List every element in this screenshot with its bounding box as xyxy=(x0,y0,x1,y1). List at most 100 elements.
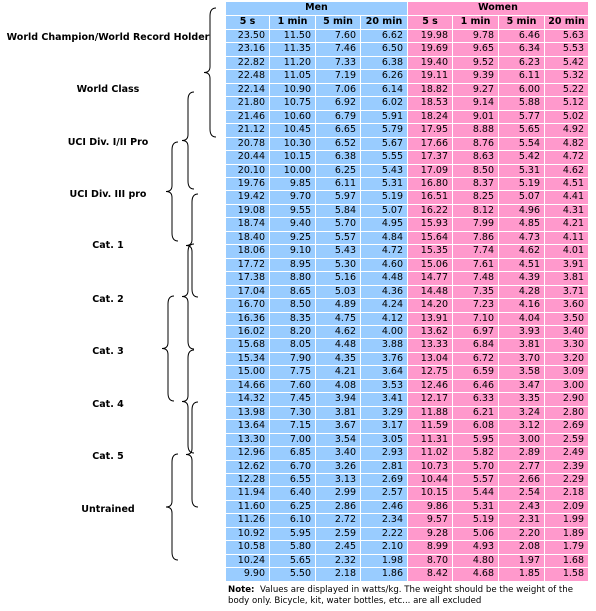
table-cell: 5.02 xyxy=(544,109,589,125)
table-row: 10.58 5.80 2.45 2.10 8.99 4.93 2.08 1.79 xyxy=(225,540,589,555)
table-cell: 5.77 xyxy=(498,109,545,125)
table-cell: 7.74 xyxy=(452,244,499,259)
table-cell: 3.88 xyxy=(360,338,408,353)
table-cell: 20.78 xyxy=(225,136,270,152)
table-cell: 3.05 xyxy=(360,432,408,448)
table-cell: 2.46 xyxy=(360,499,408,515)
table-cell: 4.16 xyxy=(498,298,545,313)
table-row: 21.80 10.75 6.92 6.02 18.53 9.14 5.88 5.12 xyxy=(225,96,589,111)
table-cell: 7.46 xyxy=(315,42,361,57)
table-body: 23.50 11.50 7.60 6.62 19.98 9.78 6.46 5.63 23.16… xyxy=(225,28,589,582)
table-cell: 2.31 xyxy=(498,513,545,528)
table-cell: 4.62 xyxy=(498,244,545,259)
table-cell: 10.58 xyxy=(225,540,270,555)
table-cell: 23.16 xyxy=(225,42,270,57)
table-cell: 5.95 xyxy=(269,526,316,542)
table-cell: 6.08 xyxy=(452,419,499,434)
column-header: 20 min xyxy=(360,15,408,30)
table-row: 21.46 10.60 6.79 5.91 18.24 9.01 5.77 5.02 xyxy=(225,109,589,125)
table-cell: 2.99 xyxy=(315,486,361,501)
table-cell: 9.28 xyxy=(407,526,453,542)
table-row: 13.98 7.30 3.81 3.29 11.88 6.21 3.24 2.80 xyxy=(225,405,589,421)
table-cell: 1.89 xyxy=(544,526,589,542)
table-cell: 5.70 xyxy=(452,459,499,474)
table-cell: 3.13 xyxy=(315,472,361,488)
table-cell: 4.89 xyxy=(315,298,361,313)
table-cell: 10.90 xyxy=(269,82,316,98)
table-cell: 5.80 xyxy=(269,540,316,555)
table-cell: 3.40 xyxy=(544,324,589,340)
table-row: 14.32 7.45 3.94 3.41 12.17 6.33 3.35 2.90 xyxy=(225,392,589,407)
group-header-row: Men Women xyxy=(225,1,589,16)
table-cell: 5.43 xyxy=(360,163,408,179)
table-row: 22.82 11.20 7.33 6.38 19.40 9.52 6.23 5.42 xyxy=(225,55,589,71)
table-cell: 8.63 xyxy=(452,150,499,165)
table-cell: 20.44 xyxy=(225,150,270,165)
table-cell: 2.45 xyxy=(315,540,361,555)
table-cell: 4.24 xyxy=(360,298,408,313)
table-row: 9.90 5.50 2.18 1.86 8.42 4.68 1.85 1.58 xyxy=(225,567,589,582)
table-row: 18.40 9.25 5.57 4.84 15.64 7.86 4.73 4.11 xyxy=(225,230,589,246)
table-cell: 3.60 xyxy=(544,298,589,313)
table-row: 16.02 8.20 4.62 4.00 13.62 6.97 3.93 3.40 xyxy=(225,324,589,340)
table-cell: 7.99 xyxy=(452,217,499,232)
table-cell: 2.08 xyxy=(498,540,545,555)
table-cell: 7.86 xyxy=(452,230,499,246)
table-row: 22.48 11.05 7.19 6.26 19.11 9.39 6.11 5.32 xyxy=(225,69,589,84)
category-label: Cat. 2 xyxy=(92,294,124,305)
table-cell: 17.72 xyxy=(225,257,270,273)
category-brace xyxy=(203,7,217,138)
table-cell: 5.57 xyxy=(315,230,361,246)
table-cell: 5.50 xyxy=(269,567,316,582)
table-row: 20.78 10.30 6.52 5.67 17.66 8.76 5.54 4.82 xyxy=(225,136,589,152)
table-cell: 18.82 xyxy=(407,82,453,98)
table-cell: 5.43 xyxy=(315,244,361,259)
table-cell: 4.60 xyxy=(360,257,408,273)
table-cell: 5.63 xyxy=(544,28,589,44)
table-cell: 4.35 xyxy=(315,351,361,367)
table-cell: 4.04 xyxy=(498,311,545,326)
table-cell: 5.97 xyxy=(315,190,361,205)
table-cell: 1.97 xyxy=(498,553,545,569)
table-cell: 2.18 xyxy=(315,567,361,582)
category-label: Cat. 1 xyxy=(92,240,124,251)
table-cell: 8.95 xyxy=(269,257,316,273)
table-cell: 5.42 xyxy=(498,150,545,165)
table-row: 10.24 5.65 2.32 1.98 8.70 4.80 1.97 1.68 xyxy=(225,553,589,569)
table-cell: 5.19 xyxy=(360,190,408,205)
table-cell: 3.00 xyxy=(544,378,589,394)
table-cell: 3.26 xyxy=(315,459,361,474)
table-cell: 5.19 xyxy=(498,176,545,192)
table-cell: 6.59 xyxy=(452,365,499,380)
table-cell: 18.74 xyxy=(225,217,270,232)
table-cell: 5.30 xyxy=(315,257,361,273)
table-cell: 5.95 xyxy=(452,432,499,448)
table-cell: 9.39 xyxy=(452,69,499,84)
table-cell: 5.12 xyxy=(544,96,589,111)
table-cell: 6.38 xyxy=(315,150,361,165)
table-cell: 3.81 xyxy=(498,338,545,353)
table-cell: 6.70 xyxy=(269,459,316,474)
table-cell: 2.77 xyxy=(498,459,545,474)
category-label: UCI Div. I/II Pro xyxy=(67,137,149,148)
table-cell: 7.35 xyxy=(452,284,499,300)
column-header: 5 s xyxy=(407,15,453,30)
column-header: 5 s xyxy=(225,15,270,30)
table-cell: 2.20 xyxy=(498,526,545,542)
table-cell: 8.88 xyxy=(452,123,499,138)
table-cell: 12.75 xyxy=(407,365,453,380)
table-row: 21.12 10.45 6.65 5.79 17.95 8.88 5.65 4.92 xyxy=(225,123,589,138)
table-cell: 14.32 xyxy=(225,392,270,407)
table-cell: 5.07 xyxy=(360,203,408,219)
table-cell: 6.11 xyxy=(315,176,361,192)
table-cell: 9.27 xyxy=(452,82,499,98)
table-cell: 2.10 xyxy=(360,540,408,555)
table-cell: 2.66 xyxy=(498,472,545,488)
table-cell: 4.11 xyxy=(544,230,589,246)
table-cell: 6.85 xyxy=(269,446,316,461)
table-cell: 3.71 xyxy=(544,284,589,300)
note-label: Note: xyxy=(228,585,255,595)
table-cell: 8.12 xyxy=(452,203,499,219)
category-label: World Champion/World Record Holder xyxy=(6,32,210,43)
table-cell: 2.69 xyxy=(360,472,408,488)
